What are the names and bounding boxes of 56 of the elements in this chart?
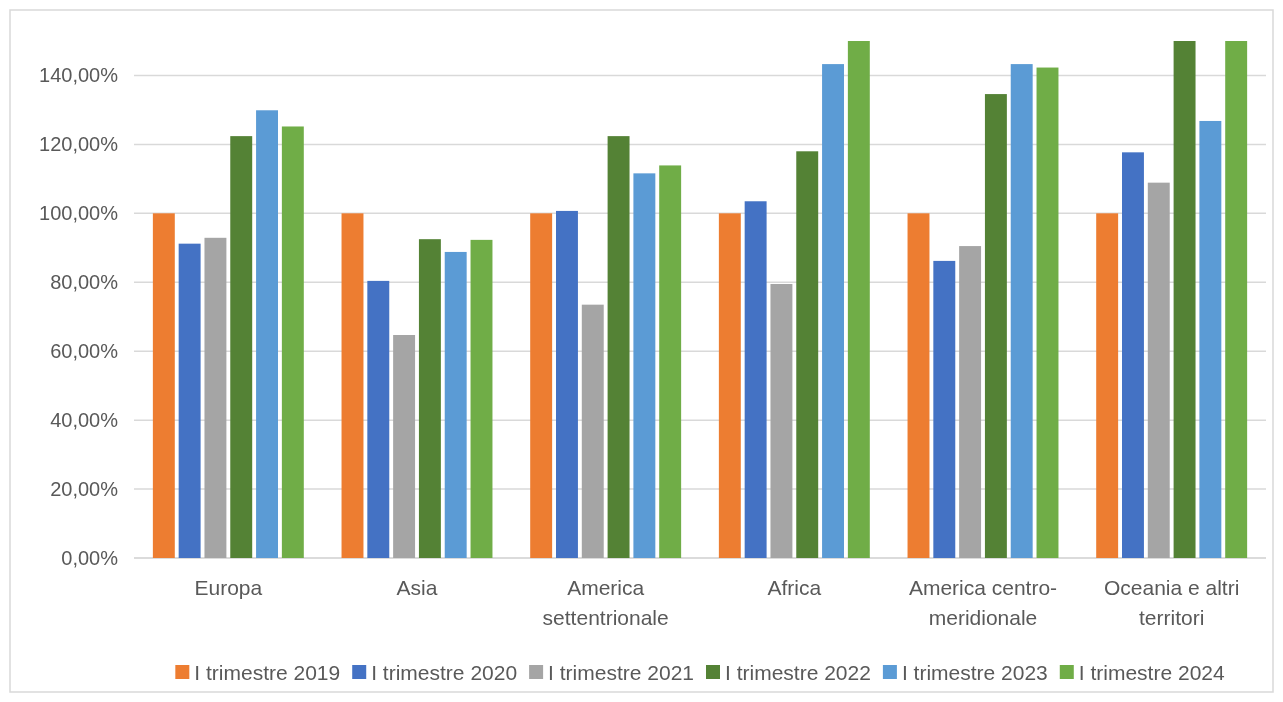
x-tick-label: America settentrionale bbox=[542, 576, 669, 629]
x-tick-label: Asia bbox=[396, 576, 438, 599]
bar bbox=[581, 304, 604, 558]
bar bbox=[530, 213, 553, 558]
bar bbox=[796, 151, 819, 558]
bar bbox=[1199, 120, 1222, 558]
bar bbox=[847, 41, 870, 558]
bar bbox=[933, 260, 956, 558]
bar bbox=[1225, 41, 1248, 558]
bar bbox=[367, 280, 390, 558]
x-tick-label: America centro-meridionale bbox=[908, 576, 1058, 629]
y-tick-label: 0,00% bbox=[61, 547, 119, 569]
bar bbox=[744, 201, 767, 558]
bar bbox=[1122, 152, 1144, 558]
bar bbox=[822, 64, 844, 558]
bar bbox=[718, 213, 741, 558]
bar bbox=[907, 213, 930, 558]
bar bbox=[984, 94, 1007, 558]
bar bbox=[959, 246, 982, 558]
bar bbox=[418, 239, 441, 558]
y-tick-label: 140,00% bbox=[39, 64, 119, 87]
bar bbox=[152, 213, 175, 558]
y-tick-label: 20,00% bbox=[50, 478, 119, 501]
y-tick-label: 120,00% bbox=[39, 133, 119, 156]
bar bbox=[770, 283, 793, 558]
bar bbox=[281, 126, 304, 558]
bar bbox=[444, 251, 467, 558]
bar bbox=[178, 243, 201, 558]
bar bbox=[204, 237, 227, 558]
legend-label: I trimestre 2024 bbox=[1078, 660, 1225, 684]
legend-label: I trimestre 2020 bbox=[371, 660, 518, 684]
bar bbox=[633, 173, 656, 558]
bar bbox=[341, 213, 364, 558]
bar bbox=[256, 110, 278, 558]
legend-label: I trimestre 2023 bbox=[901, 660, 1048, 684]
y-tick-label: 60,00% bbox=[50, 340, 119, 363]
legend-label: I trimestre 2021 bbox=[548, 660, 695, 684]
bar bbox=[1010, 64, 1033, 558]
bar bbox=[1147, 182, 1170, 558]
y-tick-label: 100,00% bbox=[39, 202, 119, 225]
bar bbox=[556, 210, 578, 558]
bar bbox=[230, 136, 253, 558]
legend-label: I trimestre 2019 bbox=[194, 660, 341, 684]
x-tick-label: Africa bbox=[767, 576, 822, 599]
legend-label: I trimestre 2022 bbox=[725, 660, 871, 684]
bar bbox=[1096, 213, 1119, 558]
bar bbox=[1173, 41, 1196, 558]
x-tick-label: Oceania e altri territori bbox=[1103, 576, 1240, 629]
x-tick-label: Europa bbox=[194, 576, 263, 599]
bar bbox=[470, 239, 493, 558]
bar bbox=[393, 335, 416, 558]
bar bbox=[607, 136, 630, 558]
bar bbox=[659, 165, 682, 558]
bar bbox=[1036, 67, 1059, 558]
y-tick-label: 40,00% bbox=[50, 409, 119, 432]
y-tick-label: 80,00% bbox=[50, 271, 119, 294]
